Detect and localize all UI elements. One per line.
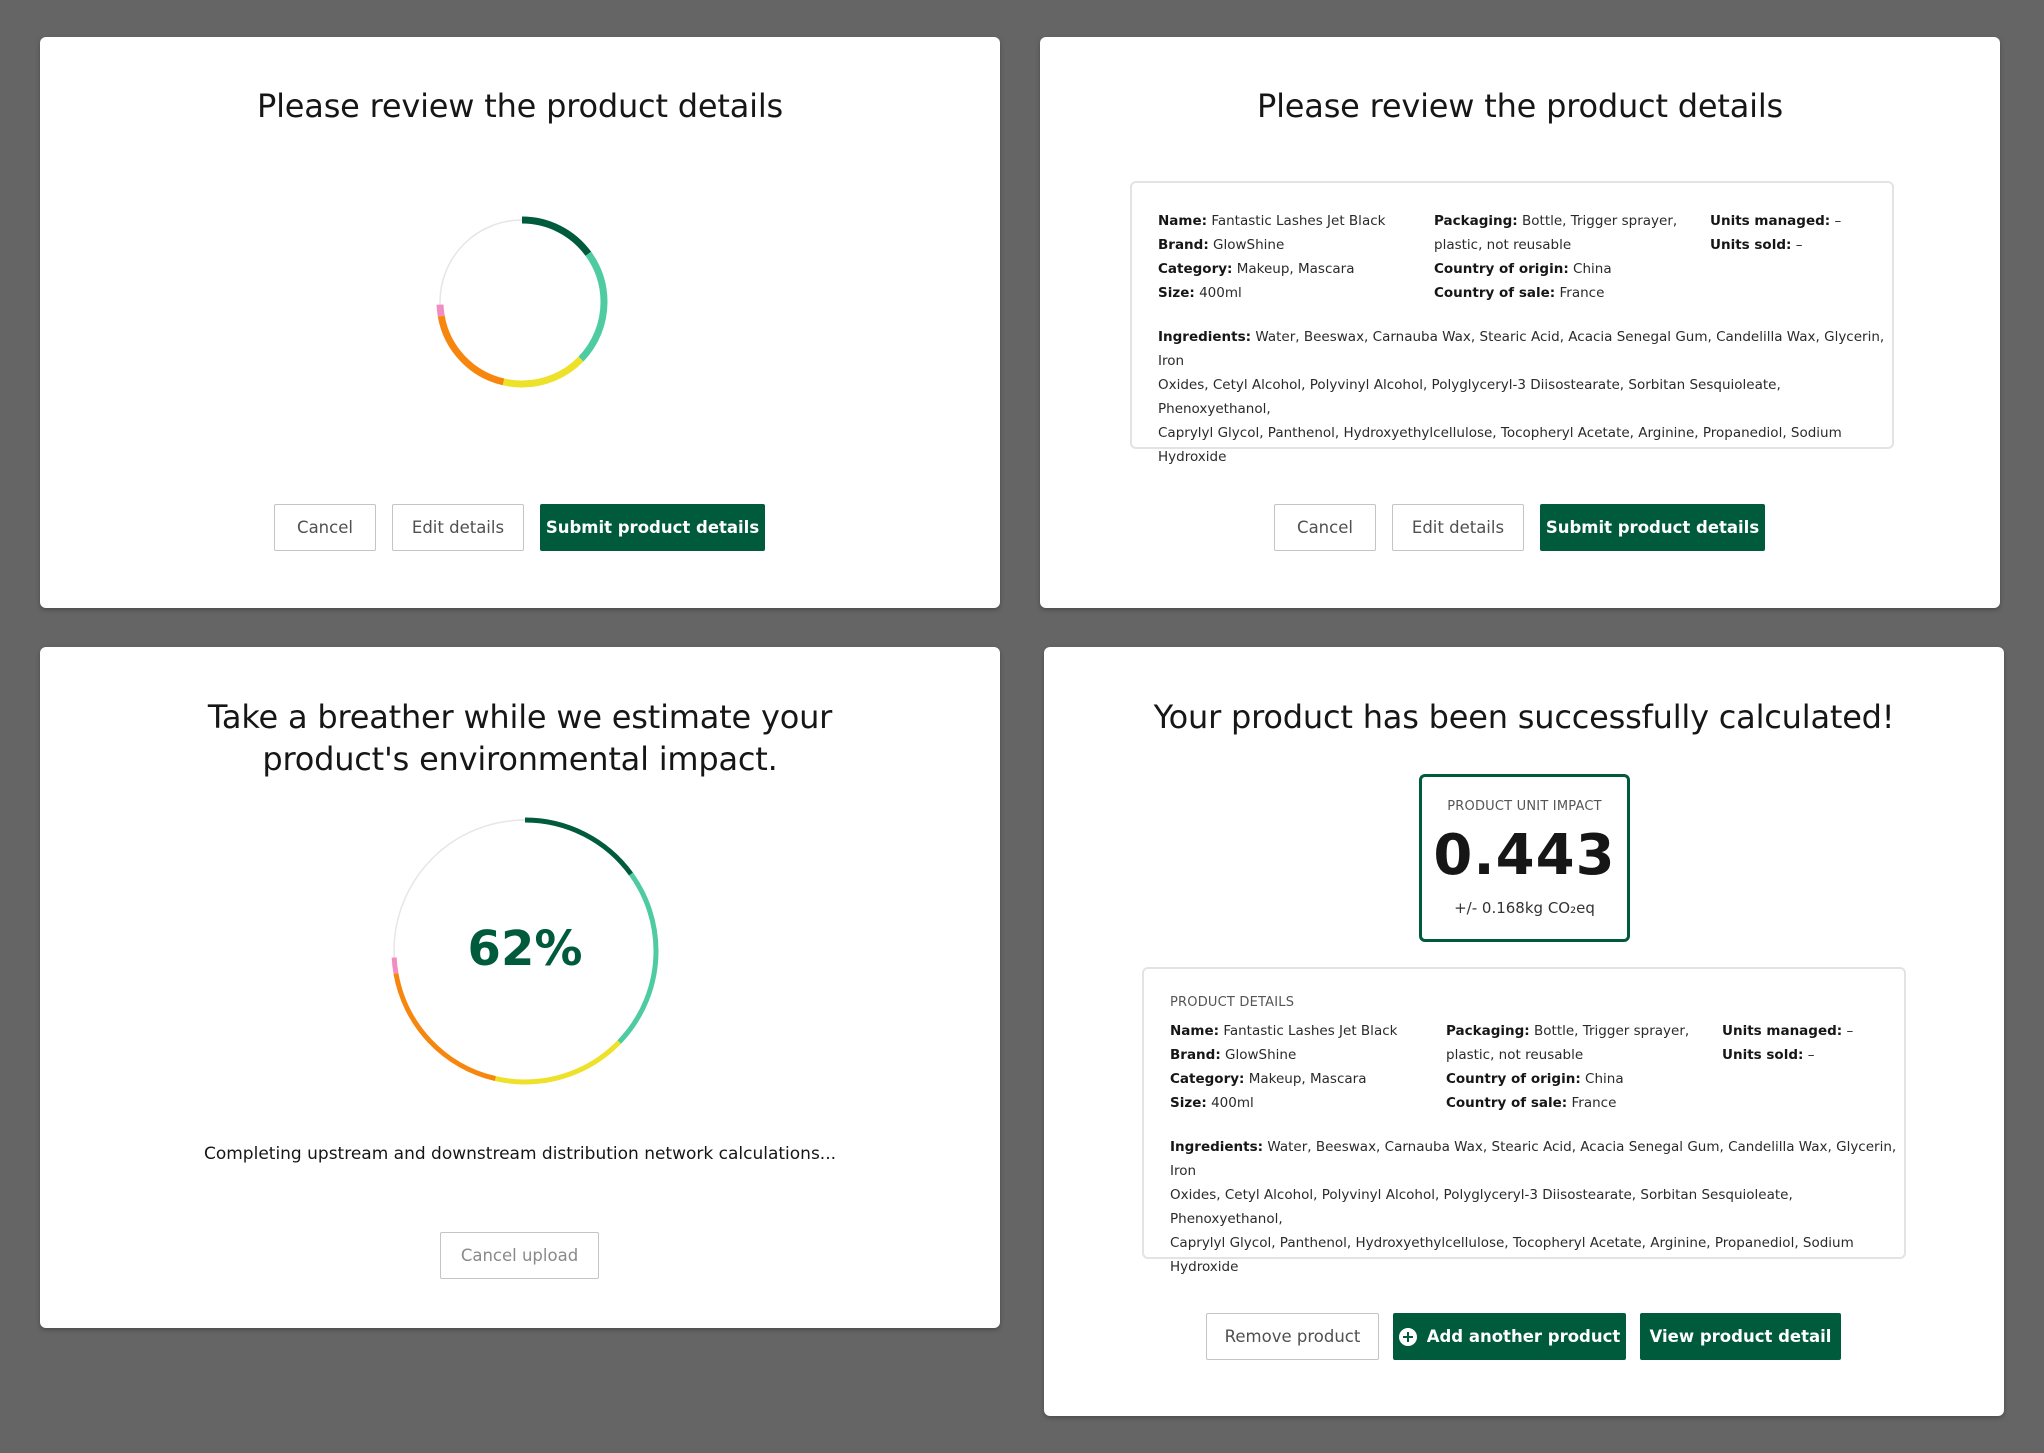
units-managed-row: Units managed: –: [1722, 1023, 1854, 1039]
impact-label: PRODUCT UNIT IMPACT: [1447, 799, 1602, 814]
product-packaging-row-cont: plastic, not reusable: [1446, 1047, 1584, 1063]
review-card-loading: Please review the product details Cancel…: [40, 37, 1000, 608]
ingredients-block: Ingredients: Water, Beeswax, Carnauba Wa…: [1170, 1139, 1897, 1275]
card-title-line-1: Take a breather while we estimate your: [207, 698, 833, 736]
units-sold-row: Units sold: –: [1710, 237, 1803, 253]
view-product-detail-button[interactable]: View product detail: [1640, 1313, 1841, 1360]
impact-uncertainty: +/- 0.168kg CO₂eq: [1454, 899, 1595, 917]
result-card: Your product has been successfully calcu…: [1044, 647, 2004, 1416]
product-packaging-row: Packaging: Bottle, Trigger sprayer,: [1434, 213, 1678, 229]
details-column-1: Name: Fantastic Lashes Jet Black Brand: …: [1170, 1019, 1397, 1115]
details-column-3: Units managed: – Units sold: –: [1710, 209, 1841, 257]
product-sale-row: Country of sale: France: [1446, 1095, 1617, 1111]
cancel-button[interactable]: Cancel: [1274, 504, 1376, 551]
card-title-line-2: product's environmental impact.: [262, 740, 778, 778]
product-details-box: PRODUCT DETAILS Name: Fantastic Lashes J…: [1142, 967, 1906, 1275]
product-name-row: Name: Fantastic Lashes Jet Black: [1170, 1023, 1398, 1039]
product-origin-row: Country of origin: China: [1434, 261, 1612, 277]
edit-details-button[interactable]: Edit details: [392, 504, 524, 551]
ring-segment-yellow: [391, 817, 659, 1085]
edit-details-button[interactable]: Edit details: [1392, 504, 1524, 551]
plus-circle-icon: [1398, 1327, 1417, 1346]
details-column-3: Units managed: – Units sold: –: [1722, 1019, 1853, 1067]
card-title: Please review the product details: [257, 87, 783, 125]
product-brand-row: Brand: GlowShine: [1158, 237, 1285, 253]
units-managed-row: Units managed: –: [1710, 213, 1842, 229]
ring-segment-dark-green: [391, 817, 659, 1085]
product-category-row: Category: Makeup, Mascara: [1170, 1071, 1367, 1087]
product-packaging-row: Packaging: Bottle, Trigger sprayer,: [1446, 1023, 1690, 1039]
progress-percent: 62%: [467, 921, 583, 977]
product-category-row: Category: Makeup, Mascara: [1158, 261, 1355, 277]
product-details-box: Name: Fantastic Lashes Jet Black Brand: …: [1130, 181, 1894, 465]
ring-segment-dark-green: [436, 216, 608, 388]
progress-ring-large: [391, 817, 659, 1085]
product-size-row: Size: 400ml: [1170, 1095, 1254, 1111]
progress-ring: [436, 216, 608, 388]
ring-segment-teal: [391, 817, 659, 1085]
product-unit-impact-box: PRODUCT UNIT IMPACT 0.443 +/- 0.168kg CO…: [1419, 774, 1630, 942]
ring-segment-yellow: [436, 216, 608, 388]
submit-product-details-button[interactable]: Submit product details: [1540, 504, 1765, 551]
ingredients-block: Ingredients: Water, Beeswax, Carnauba Wa…: [1158, 329, 1885, 465]
product-size-row: Size: 400ml: [1158, 285, 1242, 301]
ring-segment-teal: [436, 216, 608, 388]
details-column-2: Packaging: Bottle, Trigger sprayer, plas…: [1434, 209, 1677, 305]
details-column-2: Packaging: Bottle, Trigger sprayer, plas…: [1446, 1019, 1689, 1115]
card-title: Please review the product details: [1257, 87, 1783, 125]
cancel-upload-button[interactable]: Cancel upload: [440, 1232, 599, 1279]
add-another-product-label: Add another product: [1426, 1327, 1621, 1346]
progress-status-text: Completing upstream and downstream distr…: [203, 1144, 837, 1164]
details-column-1: Name: Fantastic Lashes Jet Black Brand: …: [1158, 209, 1385, 305]
submit-product-details-button[interactable]: Submit product details: [540, 504, 765, 551]
estimating-card: Take a breather while we estimate your p…: [40, 647, 1000, 1328]
product-sale-row: Country of sale: France: [1434, 285, 1605, 301]
units-sold-row: Units sold: –: [1722, 1047, 1815, 1063]
add-another-product-button[interactable]: Add another product: [1393, 1313, 1626, 1360]
card-title: Your product has been successfully calcu…: [1153, 698, 1895, 736]
impact-value: 0.443: [1433, 823, 1616, 888]
remove-product-button[interactable]: Remove product: [1206, 1313, 1379, 1360]
product-name-row: Name: Fantastic Lashes Jet Black: [1158, 213, 1386, 229]
product-brand-row: Brand: GlowShine: [1170, 1047, 1297, 1063]
product-details-label: PRODUCT DETAILS: [1170, 995, 1295, 1010]
product-packaging-row-cont: plastic, not reusable: [1434, 237, 1572, 253]
cancel-button[interactable]: Cancel: [274, 504, 376, 551]
product-origin-row: Country of origin: China: [1446, 1071, 1624, 1087]
review-card-details: Please review the product details Name: …: [1040, 37, 2000, 608]
